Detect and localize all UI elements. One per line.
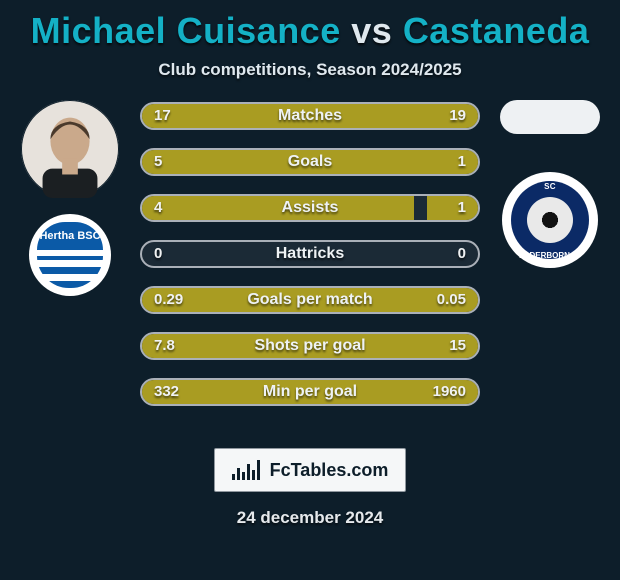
stat-row: 41Assists [140,194,480,222]
player2-photo-placeholder [500,100,600,134]
brand-chart-icon [232,460,260,480]
footer-brand: FcTables.com [214,448,406,492]
stat-row: 51Goals [140,148,480,176]
player2-club-top: SC [502,182,598,191]
page-title: Michael Cuisance vs Castaneda [0,10,620,52]
stat-bars: 1719Matches 51Goals 41Assists 00Hattricks 0.… [140,102,480,424]
stat-label: Shots per goal [142,334,478,358]
title-player1: Michael Cuisance [31,10,341,51]
player1-club-badge: Hertha BSC [29,214,111,296]
stat-row: 0.290.05Goals per match [140,286,480,314]
player1-club-name: Hertha BSC [37,222,103,250]
player2-club-bot: PADERBORN 07 [502,251,598,260]
stat-row: 00Hattricks [140,240,480,268]
title-player2: Castaneda [403,10,590,51]
stat-label: Matches [142,104,478,128]
subtitle: Club competitions, Season 2024/2025 [0,60,620,80]
stat-row: 3321960Min per goal [140,378,480,406]
stat-label: Min per goal [142,380,478,404]
player1-photo [21,100,119,198]
comparison-area: Hertha BSC SC PADERBORN 07 1719Matches 51… [0,102,620,442]
stat-label: Goals [142,150,478,174]
stat-row: 1719Matches [140,102,480,130]
stat-row: 7.815Shots per goal [140,332,480,360]
stat-label: Assists [142,196,478,220]
player2-club-badge: SC PADERBORN 07 [502,172,598,268]
title-vs: vs [351,10,392,51]
stat-label: Hattricks [142,242,478,266]
left-avatars: Hertha BSC [10,92,130,296]
brand-text: FcTables.com [270,460,389,481]
right-avatars: SC PADERBORN 07 [490,92,610,268]
footer-date: 24 december 2024 [0,508,620,528]
stat-label: Goals per match [142,288,478,312]
